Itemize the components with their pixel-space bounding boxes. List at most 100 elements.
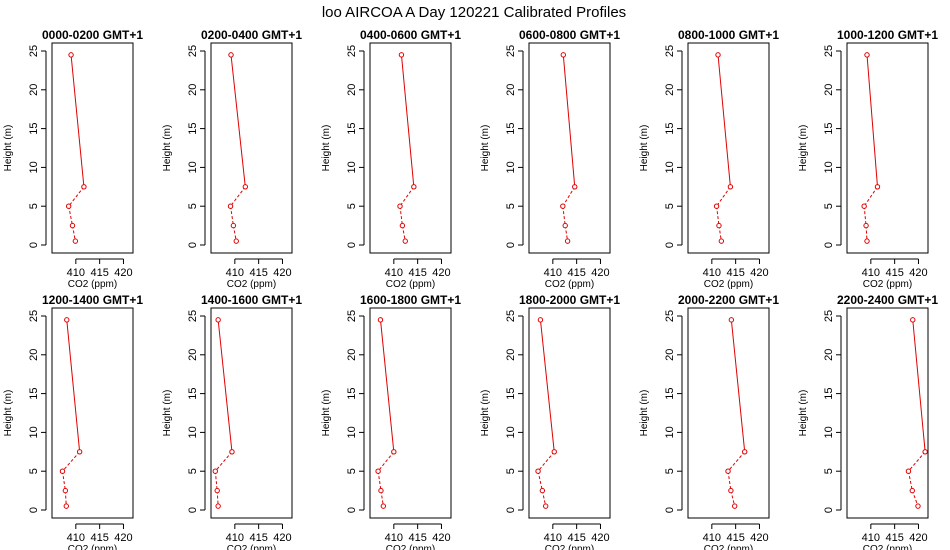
y-axis-label: Height (m) [162,125,173,172]
x-tick-label: 410 [703,267,721,279]
y-tick-label: 5 [346,203,358,209]
profile-line-segment [70,54,85,187]
data-point [391,449,397,455]
x-tick-label: 415 [726,267,744,279]
data-point [915,503,921,509]
y-tick-label: 25 [505,45,517,57]
y-axis-label: Height (m) [798,390,809,437]
y-tick-label: 20 [664,349,676,361]
plot-frame [846,42,929,254]
profile-dashed-segment [863,206,867,226]
data-point [214,487,220,494]
data-point [910,317,916,323]
profile-dashed-segment [727,451,746,472]
y-tick-label: 15 [187,387,199,399]
x-tick-label: 410 [226,267,244,279]
x-tick-label: 420 [114,532,132,544]
profile-line-segment [717,54,731,187]
plot-frame [210,42,293,254]
data-point [397,203,403,209]
profile-dashed-segment [537,451,555,472]
y-tick-label: 20 [187,349,199,361]
y-tick-label: 0 [28,507,40,513]
x-tick-label: 410 [703,532,721,544]
data-point [230,222,237,229]
plot-frame [687,42,770,254]
data-point [539,487,546,494]
data-point [63,503,69,509]
data-point [922,449,928,455]
data-point [551,449,557,455]
x-axis-label: CO2 (ppm) [545,544,594,550]
data-point [727,184,734,190]
panel-title: 1000-1200 GMT+1 [837,28,938,42]
y-tick-label: 0 [823,507,835,513]
y-tick-label: 5 [187,203,199,209]
data-point [716,222,722,229]
y-tick-label: 15 [664,122,676,134]
profile-line-segment [539,319,555,452]
profile-line-segment [730,319,746,452]
y-tick-label: 20 [346,349,358,361]
plot-frame [528,307,611,519]
data-point [905,468,912,474]
profile-dashed-segment [230,206,234,226]
data-point [81,184,87,190]
y-tick-label: 0 [187,507,199,513]
x-tick-label: 420 [909,532,927,544]
y-tick-label: 0 [505,507,517,513]
x-axis-label: CO2 (ppm) [386,544,435,550]
data-point [65,203,72,209]
x-tick-label: 420 [273,532,291,544]
plot-frame [369,42,452,254]
y-axis-label: Height (m) [798,125,809,172]
x-tick-label: 415 [249,267,267,279]
data-point [375,468,381,474]
plot-frame [51,307,134,519]
y-tick-label: 25 [823,45,835,57]
data-point [713,203,720,209]
plot-frame [846,307,929,519]
data-point [69,222,76,229]
data-point [233,238,239,244]
data-point [215,503,221,509]
x-tick-label: 410 [862,267,880,279]
y-tick-label: 15 [505,122,517,134]
profile-dashed-segment [716,206,720,226]
profile-dashed-segment [562,186,576,207]
profile-line-segment [866,54,878,187]
x-axis-label: CO2 (ppm) [227,544,276,550]
x-tick-label: 410 [544,267,562,279]
data-point [212,468,218,474]
y-tick-label: 0 [346,507,358,513]
data-point [742,449,748,455]
data-point [537,317,544,323]
data-point [72,238,79,244]
data-point [728,487,734,494]
x-tick-label: 420 [432,532,450,544]
data-point [377,317,384,323]
data-point [64,317,70,323]
y-tick-label: 0 [187,242,199,248]
y-axis-label: Height (m) [639,125,650,172]
y-axis-label: Height (m) [639,390,650,437]
data-point [718,238,725,244]
x-tick-label: 410 [385,532,403,544]
y-tick-label: 15 [346,387,358,399]
y-tick-label: 10 [505,161,517,173]
data-point [572,184,578,190]
y-tick-label: 0 [664,242,676,248]
y-tick-label: 5 [664,203,676,209]
profile-dashed-segment [727,471,732,491]
panel-title: 0600-0800 GMT+1 [519,28,620,42]
panel-title: 2000-2200 GMT+1 [678,293,779,307]
y-tick-label: 10 [187,161,199,173]
profile-line-segment [562,54,576,187]
x-axis-label: CO2 (ppm) [863,544,912,550]
y-tick-label: 5 [28,203,40,209]
x-axis-label: CO2 (ppm) [386,279,435,290]
data-point [62,487,69,494]
x-tick-label: 420 [273,267,291,279]
x-tick-label: 410 [67,532,85,544]
profile-dashed-segment [399,206,403,226]
